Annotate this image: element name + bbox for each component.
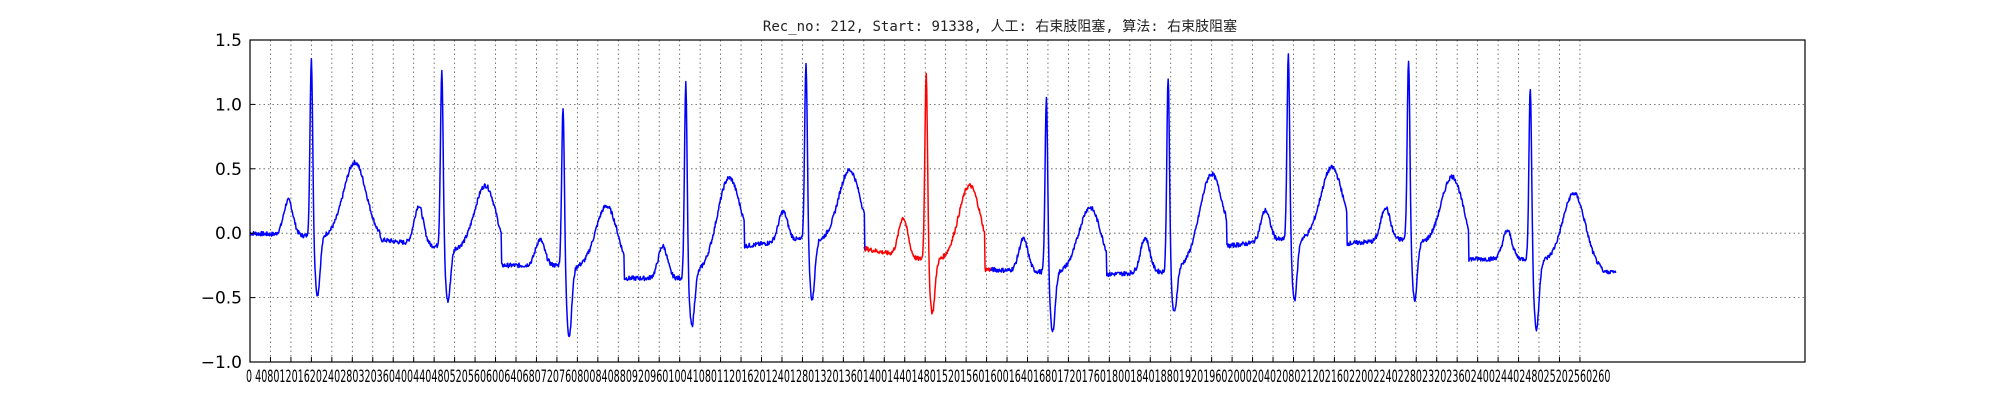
y-tick-label: −0.5 — [201, 289, 242, 309]
ecg-series — [250, 54, 1616, 337]
x-tick-labels: 0 40801201620240280320360400440480520560… — [246, 367, 1610, 387]
chart-title: Rec_no: 212, Start: 91338, 人工: 右束肢阻塞, 算法… — [763, 18, 1237, 35]
ecg-segment — [250, 59, 865, 337]
y-tick-label: 0.0 — [215, 224, 242, 244]
y-tick-label: 1.5 — [215, 31, 242, 51]
plot-frame — [250, 40, 1805, 362]
y-tick-label: −1.0 — [201, 353, 242, 373]
y-tick-label: 0.5 — [215, 160, 242, 180]
ecg-segment-highlighted — [865, 73, 991, 313]
ecg-segment — [991, 54, 1616, 332]
y-axis-ticks: −1.0 −0.5 0.0 0.5 1.0 1.5 — [201, 31, 255, 373]
grid-lines — [250, 40, 1805, 362]
y-tick-label: 1.0 — [215, 95, 242, 115]
